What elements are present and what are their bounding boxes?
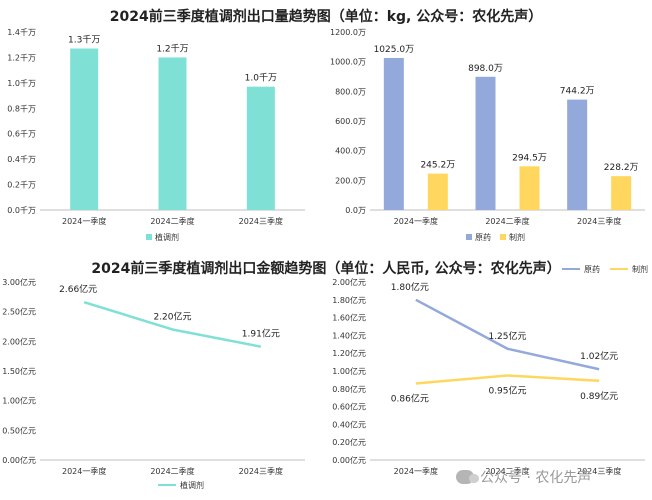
- value-split-ytick-label: 0.00亿元: [332, 455, 366, 465]
- volume-split-bar: [383, 57, 404, 211]
- value-split-xtick-label: 2024一季度: [394, 466, 438, 476]
- volume-total-ytick-label: 1.4千万: [7, 27, 36, 37]
- value-split-xtick-label: 2024三季度: [577, 466, 621, 476]
- value-total-ytick-label: 2.00亿元: [2, 336, 36, 346]
- volume-total-bar: [158, 57, 187, 210]
- volume-split-data-label: 744.2万: [560, 87, 595, 97]
- value-total-ytick-label: 0.50亿元: [2, 425, 36, 435]
- volume-total-ytick-label: 0.8千万: [7, 103, 36, 113]
- volume-total-legend-swatch: [146, 234, 152, 240]
- value-total-data-label: 2.66亿元: [59, 283, 97, 295]
- volume-split-ytick-label: 0.0万: [345, 206, 366, 215]
- value-split-ytick-label: 0.20亿元: [332, 437, 366, 447]
- value-split-data-label: 0.86亿元: [391, 392, 429, 404]
- value-split-ytick-label: 1.20亿元: [332, 348, 366, 358]
- volume-total-data-label: 1.0千万: [245, 73, 277, 84]
- volume-split-legend-swatch: [500, 234, 506, 240]
- volume-total-ytick-label: 1.2千万: [7, 52, 36, 62]
- volume-total-ytick-label: 0.0千万: [7, 205, 36, 215]
- volume-total-xtick-label: 2024三季度: [239, 216, 283, 226]
- volume-split-xtick-label: 2024二季度: [485, 216, 529, 226]
- value-split-data-label: 1.80亿元: [391, 281, 429, 293]
- volume-split-data-label: 898.0万: [468, 64, 503, 74]
- volume-split-data-label: 1025.0万: [374, 45, 415, 55]
- volume-total-xtick-label: 2024一季度: [62, 216, 106, 226]
- value-split-ytick-label: 1.80亿元: [332, 295, 366, 305]
- volume-split-ytick-label: 600.0万: [335, 117, 366, 126]
- volume-split-bar: [519, 166, 540, 210]
- value-total-data-label: 1.91亿元: [242, 328, 280, 340]
- value-split-ytick-label: 0.80亿元: [332, 384, 366, 394]
- volume-split-data-label: 245.2万: [420, 161, 455, 171]
- value-split-series-line: [415, 298, 600, 371]
- value-total-ytick-label: 3.00亿元: [2, 277, 36, 287]
- volume-total-ytick-label: 0.2千万: [7, 180, 36, 190]
- value-total-ytick-label: 2.50亿元: [2, 307, 36, 317]
- value-split-ytick-label: 2.00亿元: [332, 277, 366, 287]
- volume-split-data-label: 228.2万: [604, 163, 639, 173]
- volume-split-data-label: 294.5万: [512, 153, 547, 163]
- volume-split-xtick-label: 2024一季度: [394, 216, 438, 226]
- volume-total-data-label: 1.2千万: [156, 43, 188, 54]
- value-split-data-label: 1.02亿元: [580, 350, 618, 362]
- value-total-xtick-label: 2024一季度: [62, 466, 106, 476]
- volume-total-ytick-label: 1.0千万: [7, 78, 36, 88]
- value-total-data-label: 2.20亿元: [153, 310, 191, 322]
- volume-split-bar: [611, 176, 632, 210]
- value-total-ytick-label: 1.00亿元: [2, 396, 36, 406]
- volume-total-bar: [70, 48, 99, 211]
- volume-split-legend-label: 原药: [475, 232, 491, 242]
- volume-split-bar: [427, 173, 448, 210]
- volume-total-xtick-label: 2024二季度: [150, 216, 194, 226]
- value-total-series-line: [83, 300, 262, 348]
- volume-split-bar: [475, 76, 496, 211]
- volume-split-ytick-label: 200.0万: [335, 176, 366, 185]
- volume-total-legend-label: 植调剂: [155, 232, 179, 242]
- value-split-legend-label: 原药: [584, 264, 600, 274]
- value-total-legend-label: 植调剂: [180, 480, 204, 490]
- watermark: 公众号 · 农化先声: [456, 467, 591, 487]
- volume-split-ytick-label: 400.0万: [335, 147, 366, 156]
- volume-split-xtick-label: 2024三季度: [577, 216, 621, 226]
- volume-total-ytick-label: 0.4千万: [7, 154, 36, 164]
- value-split-data-label: 1.25亿元: [488, 330, 526, 342]
- volume-split-ytick-label: 800.0万: [335, 87, 366, 96]
- value-split-legend-label: 制剂: [632, 264, 648, 274]
- bottom-chart-title: 2024前三季度植调剂出口金额趋势图（单位：人民币, 公众号：农化先声）: [91, 261, 561, 277]
- volume-total-ytick-label: 0.6千万: [7, 129, 36, 139]
- value-split-ytick-label: 0.40亿元: [332, 419, 366, 429]
- watermark-text: 公众号 · 农化先声: [480, 470, 592, 486]
- value-split-ytick-label: 1.00亿元: [332, 366, 366, 376]
- volume-split-ytick-label: 1000.0万: [330, 58, 366, 67]
- value-split-ytick-label: 0.60亿元: [332, 402, 366, 412]
- value-total-xtick-label: 2024二季度: [150, 466, 194, 476]
- volume-total-data-label: 1.3千万: [68, 35, 100, 46]
- volume-split-bar: [567, 99, 588, 210]
- value-split-xtick-label: 2024二季度: [485, 466, 529, 476]
- value-split-ytick-label: 1.60亿元: [332, 313, 366, 323]
- value-total-ytick-label: 0.00亿元: [2, 455, 36, 465]
- value-split-ytick-label: 1.40亿元: [332, 330, 366, 340]
- top-chart-title: 2024前三季度植调剂出口量趋势图（单位：kg, 公众号：农化先声）: [109, 9, 543, 25]
- value-total-ytick-label: 1.50亿元: [2, 366, 36, 376]
- value-split-data-label: 0.89亿元: [580, 390, 618, 402]
- value-split-series-line: [415, 374, 600, 385]
- value-total-xtick-label: 2024三季度: [239, 466, 283, 476]
- volume-total-bar: [246, 86, 275, 210]
- volume-split-legend-label: 制剂: [509, 232, 525, 242]
- wechat-icon: [456, 470, 479, 484]
- volume-split-ytick-label: 1200.0万: [330, 28, 366, 37]
- value-split-data-label: 0.95亿元: [488, 384, 526, 396]
- volume-split-legend-swatch: [466, 234, 472, 240]
